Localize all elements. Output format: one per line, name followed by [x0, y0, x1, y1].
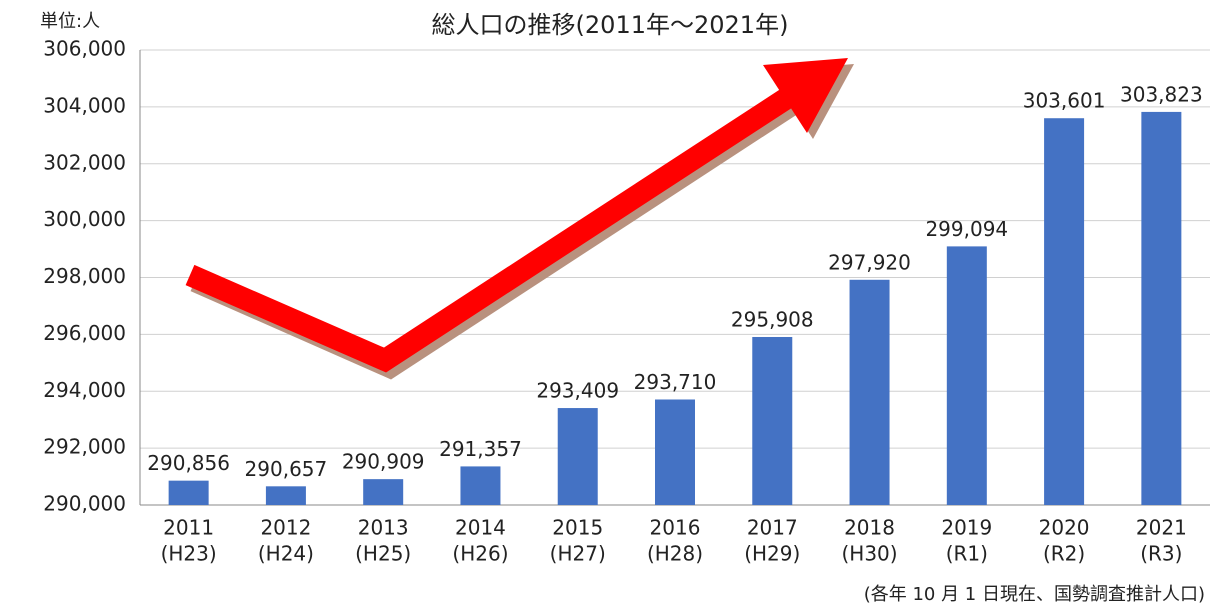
value-label: 303,823	[1120, 82, 1203, 106]
chart: 単位:人 総人口の推移(2011年～2021年) (各年 10 月 1 日現在、…	[0, 0, 1226, 609]
x-tick-sublabel: (R1)	[946, 542, 988, 566]
x-tick-label: 2013	[358, 516, 409, 540]
value-label: 290,657	[245, 457, 328, 481]
y-tick-label: 306,000	[43, 37, 126, 61]
x-tick-label: 2012	[260, 516, 311, 540]
x-tick-label: 2016	[650, 516, 701, 540]
x-tick-sublabel: (H28)	[647, 542, 703, 566]
x-tick-sublabel: (H23)	[161, 542, 217, 566]
value-label: 290,856	[147, 451, 230, 475]
x-tick-sublabel: (H30)	[841, 542, 897, 566]
value-label: 299,094	[925, 217, 1008, 241]
x-tick-label: 2011	[163, 516, 214, 540]
value-label: 291,357	[439, 437, 522, 461]
x-tick-label: 2015	[552, 516, 603, 540]
bar	[363, 479, 403, 505]
x-tick-label: 2017	[747, 516, 798, 540]
value-label: 293,710	[634, 370, 717, 394]
x-tick-label: 2014	[455, 516, 506, 540]
y-tick-label: 304,000	[43, 93, 126, 117]
bar	[460, 466, 500, 505]
bar	[752, 337, 792, 505]
value-label: 295,908	[731, 307, 814, 331]
bar	[266, 486, 306, 505]
x-tick-sublabel: (R3)	[1140, 542, 1182, 566]
bar	[850, 280, 890, 505]
x-tick-sublabel: (R2)	[1043, 542, 1085, 566]
y-tick-label: 290,000	[43, 492, 126, 516]
bar	[558, 408, 598, 505]
x-tick-label: 2018	[844, 516, 895, 540]
x-tick-label: 2021	[1136, 516, 1187, 540]
y-tick-label: 292,000	[43, 435, 126, 459]
footnote: (各年 10 月 1 日現在、国勢調査推計人口)	[864, 584, 1205, 605]
chart-title: 総人口の推移(2011年～2021年)	[432, 11, 789, 39]
bar	[655, 399, 695, 505]
bar	[947, 246, 987, 505]
y-tick-label: 302,000	[43, 150, 126, 174]
y-tick-label: 300,000	[43, 207, 126, 231]
bar	[169, 481, 209, 505]
x-tick-label: 2019	[941, 516, 992, 540]
x-tick-sublabel: (H26)	[452, 542, 508, 566]
x-tick-sublabel: (H24)	[258, 542, 314, 566]
x-tick-sublabel: (H25)	[355, 542, 411, 566]
y-tick-label: 294,000	[43, 378, 126, 402]
y-tick-label: 296,000	[43, 321, 126, 345]
arrow-body	[190, 96, 790, 360]
bar	[1141, 112, 1181, 505]
value-label: 297,920	[828, 250, 911, 274]
bar	[1044, 118, 1084, 505]
value-label: 290,909	[342, 450, 425, 474]
x-tick-sublabel: (H29)	[744, 542, 800, 566]
x-tick-label: 2020	[1039, 516, 1090, 540]
unit-label: 単位:人	[40, 11, 100, 32]
x-tick-sublabel: (H27)	[550, 542, 606, 566]
y-tick-label: 298,000	[43, 264, 126, 288]
value-label: 293,409	[536, 379, 619, 403]
value-label: 303,601	[1023, 89, 1106, 113]
